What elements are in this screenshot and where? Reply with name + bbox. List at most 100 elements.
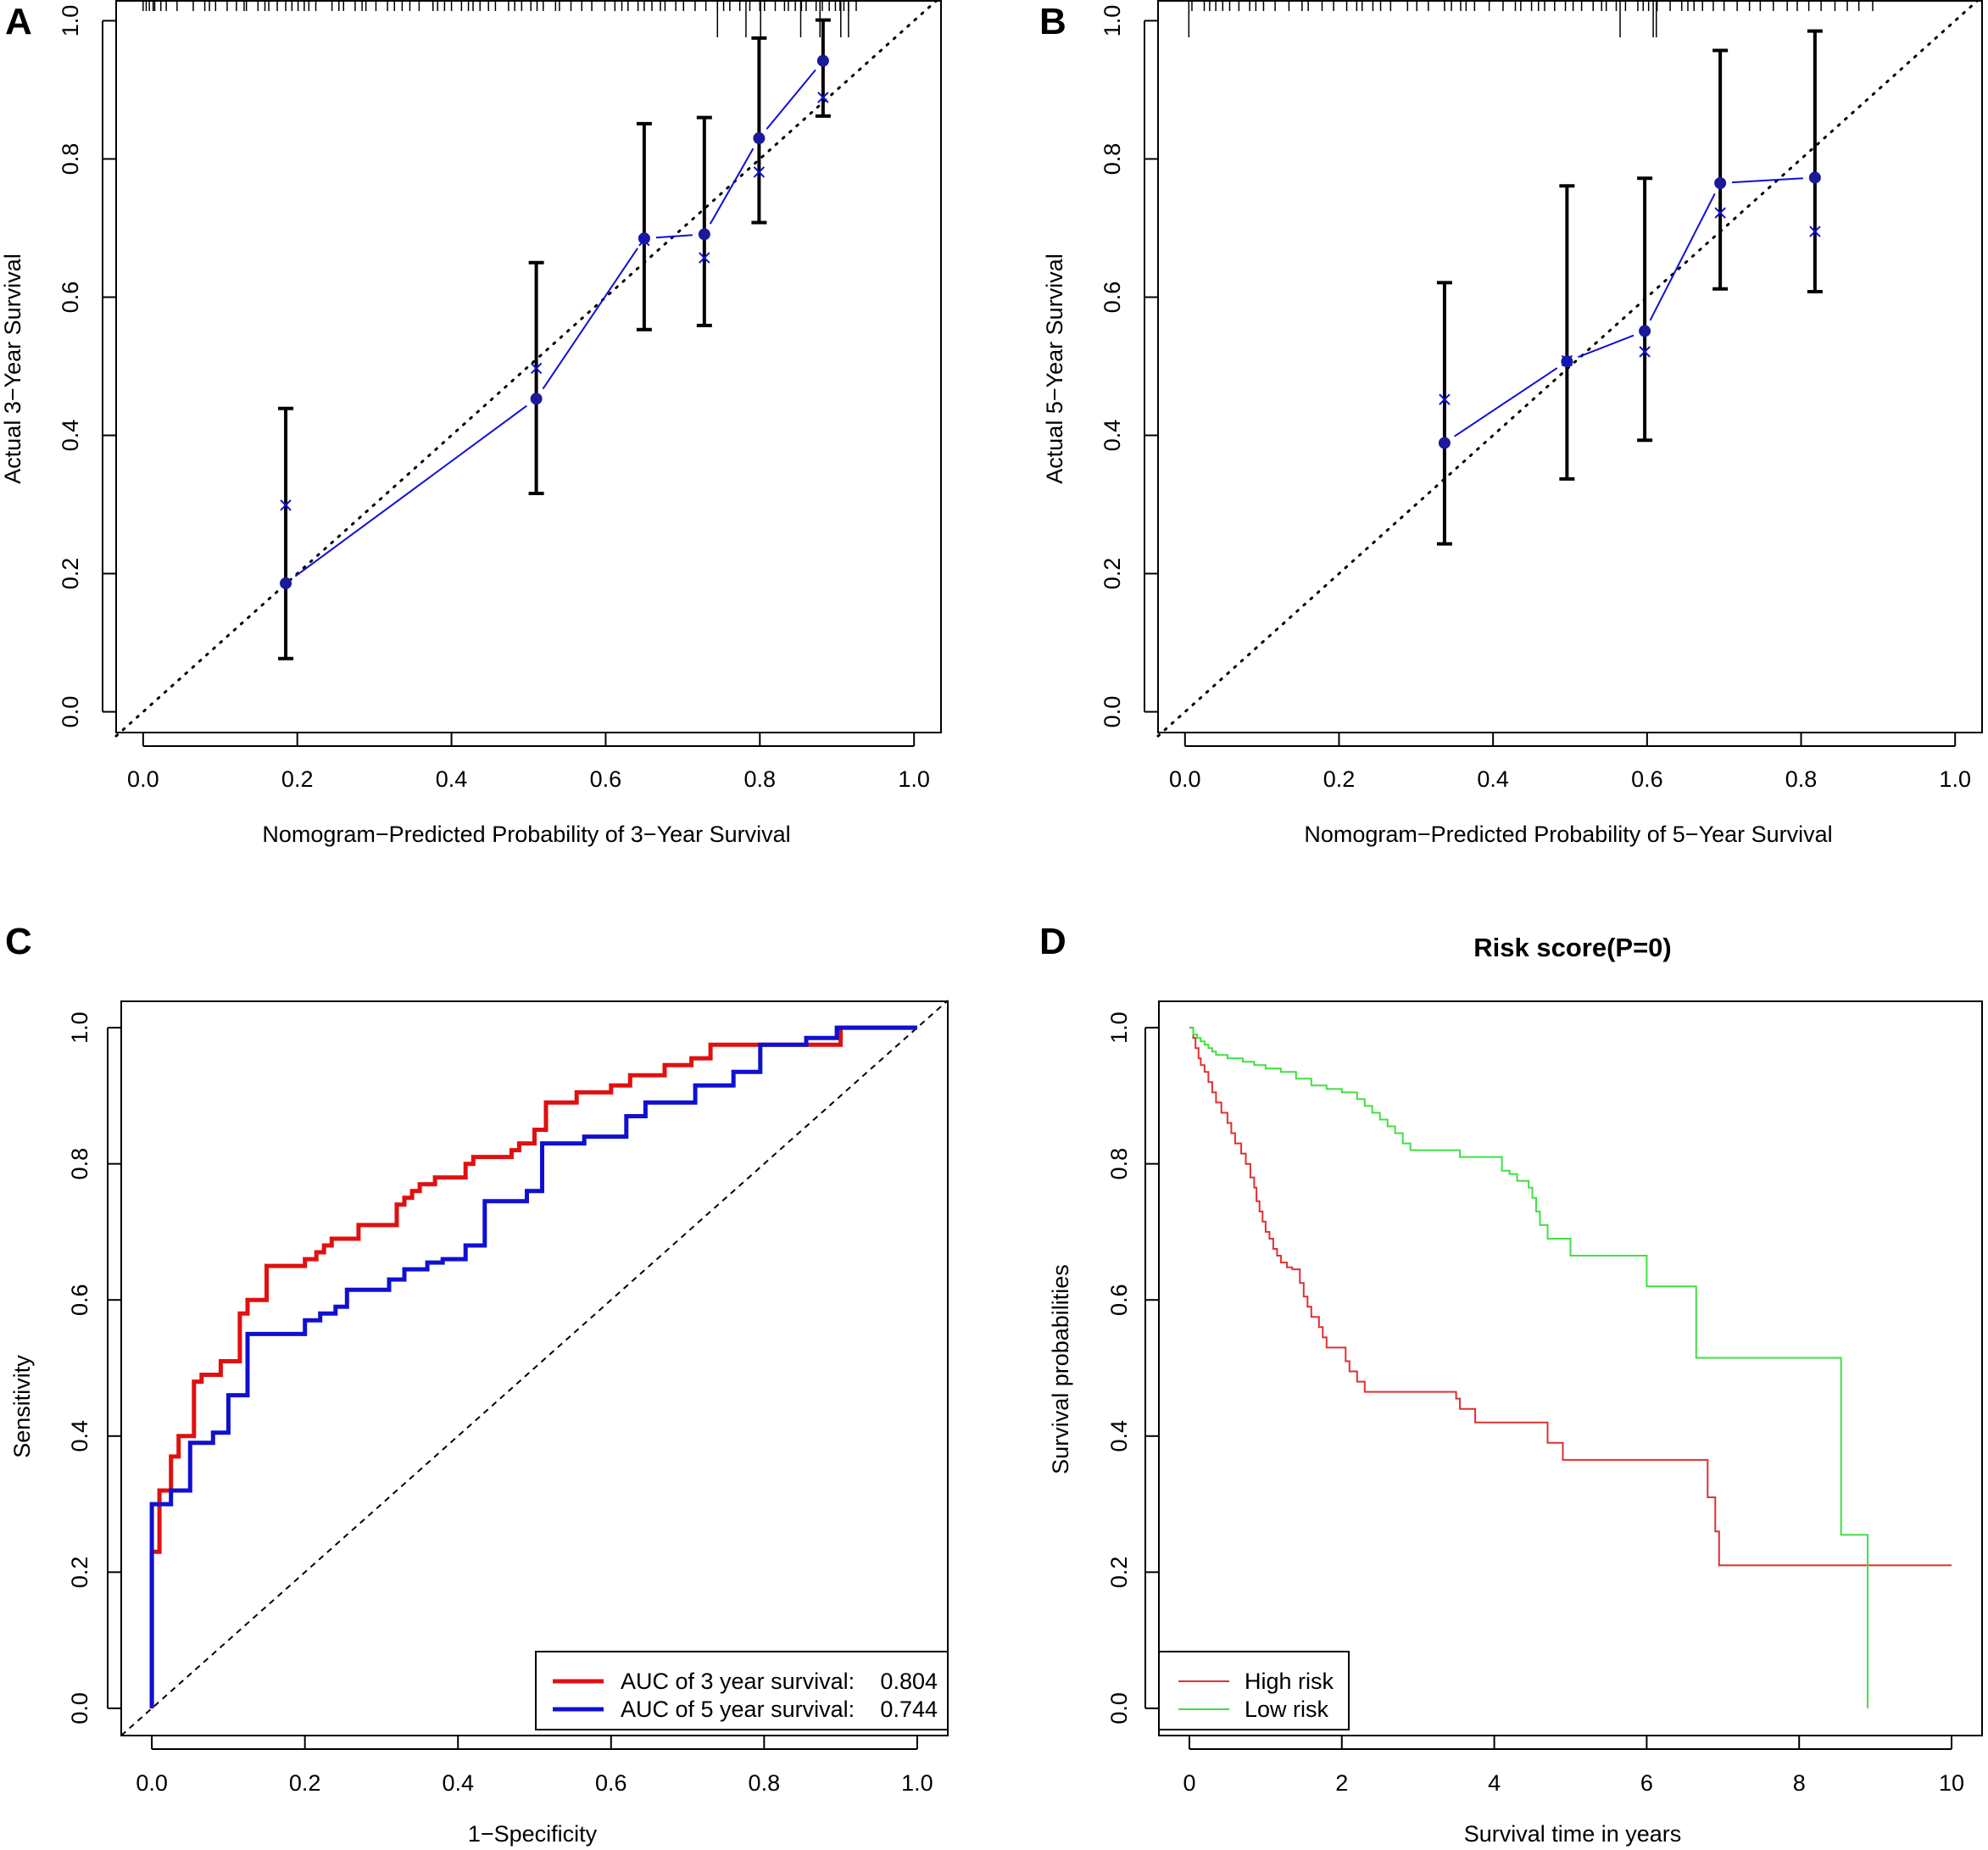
- y-tick-label: 0.2: [67, 1557, 92, 1589]
- x-tick-label: 0: [1183, 1770, 1195, 1796]
- x-tick-label: 1.0: [1939, 766, 1971, 792]
- y-tick-label: 0.0: [1106, 1692, 1132, 1725]
- bias-corrected-marker: [1714, 207, 1726, 219]
- calibration-3yr-plot: 0.0 0.2 0.4 0.6 0.8 1.0 0.0 0.2 0.4 0.6 0.8 1.0: [58, 0, 942, 792]
- bias-corrected-marker: [1561, 354, 1573, 367]
- x-tick-label: 1.0: [898, 766, 930, 792]
- calibration-5yr-plot: 0.0 0.2 0.4 0.6 0.8 1.0 0.0 0.2 0.4 0.6 0.8 1.0: [1100, 0, 1983, 792]
- observed-point: [280, 577, 292, 589]
- x-tick-label: 6: [1640, 1770, 1653, 1796]
- x-tick-label: 8: [1793, 1770, 1806, 1796]
- bias-corrected-marker: [530, 362, 543, 375]
- x-tick-label: 0.6: [1631, 766, 1663, 792]
- roc-curve-0.744: [149, 1025, 917, 1708]
- plot-frame: [120, 1000, 949, 1736]
- y-tick-label: 0.8: [58, 143, 83, 176]
- x-tick-label: 4: [1488, 1770, 1501, 1796]
- y-tick-label: 1.0: [1106, 1011, 1132, 1044]
- bias-corrected-marker: [280, 499, 292, 511]
- y-tick-label: 0.4: [1106, 1420, 1132, 1452]
- x-tick-label: 0.8: [744, 766, 777, 792]
- x-axis-title: 1−Specificity: [468, 1821, 598, 1847]
- calibration-line-segment: [1732, 177, 1803, 184]
- observed-point: [638, 232, 650, 245]
- x-tick-label: 0.6: [595, 1770, 627, 1796]
- x-tick-label: 0.2: [289, 1770, 321, 1796]
- y-axis-title: Survival probabilities: [1048, 1264, 1073, 1474]
- plot-frame: [115, 0, 942, 733]
- x-tick-label: 0.2: [281, 766, 314, 792]
- y-tick-label: 0.2: [1106, 1557, 1132, 1589]
- y-tick-label: 0.0: [58, 696, 83, 728]
- observed-point: [1714, 177, 1727, 189]
- x-tick-label: 2: [1335, 1770, 1348, 1796]
- calibration-line-segment: [655, 234, 693, 239]
- x-axis-title: Survival time in years: [1464, 1821, 1682, 1847]
- y-tick-label: 0.2: [1100, 558, 1125, 590]
- y-tick-label: 0.8: [1100, 143, 1125, 176]
- y-tick-label: 0.2: [58, 558, 83, 590]
- bias-corrected-marker: [699, 252, 710, 264]
- y-tick-label: 1.0: [67, 1011, 92, 1044]
- roc-curve-0.804: [149, 1025, 917, 1708]
- x-axis-title: Nomogram−Predicted Probability of 3−Year…: [262, 822, 790, 847]
- panel-letter-b: B: [1039, 1, 1066, 42]
- y-tick-label: 0.6: [1100, 281, 1125, 314]
- calibration-line-segment: [709, 148, 755, 225]
- plot-frame: [1158, 1000, 1983, 1736]
- bias-corrected-marker: [1809, 226, 1821, 237]
- legend-label-low-risk: Low risk: [1245, 1697, 1329, 1722]
- x-tick-label: 0.2: [1323, 766, 1356, 792]
- legend-box: [1158, 1651, 1350, 1730]
- x-tick-label: 0.0: [127, 766, 159, 792]
- x-tick-label: 1.0: [901, 1770, 933, 1796]
- calibration-5yr-panel: B 0.0 0.2 0.4 0.6 0.8 1.0 0.0 0.2 0.4 0.6 0.8 1.0 N…: [1039, 0, 1983, 847]
- legend-label-5yr: AUC of 5 year survival:: [621, 1697, 855, 1722]
- x-axis-title: Nomogram−Predicted Probability of 5−Year…: [1304, 822, 1832, 847]
- x-tick-label: 0.6: [590, 766, 622, 792]
- y-tick-label: 0.6: [1106, 1284, 1132, 1316]
- calibration-line-segment: [1454, 367, 1558, 437]
- observed-point: [1438, 437, 1451, 449]
- observed-point: [1808, 171, 1821, 184]
- x-tick-label: 0.4: [436, 766, 468, 792]
- y-axis-title: Actual 3−Year Survival: [0, 254, 25, 483]
- roc-plot: 0.0 0.2 0.4 0.6 0.8 1.0 0.0 0.2 0.4 0.6 0.8 1.0: [67, 1000, 949, 1796]
- y-tick-label: 1.0: [58, 5, 83, 37]
- km-curve-high-risk: [1189, 1027, 1952, 1567]
- x-tick-label: 10: [1939, 1770, 1964, 1796]
- legend-box: [535, 1651, 949, 1730]
- legend: AUC of 3 year survival: 0.804 AUC of 5 y…: [535, 1651, 949, 1730]
- roc-panel: C 0.0 0.2 0.4 0.6 0.8 1.0 0.0 0.2 0.4 0.6 0.8 1.0 1…: [5, 921, 949, 1847]
- y-tick-label: 0.4: [58, 420, 83, 452]
- calibration-line-segment: [542, 248, 638, 390]
- chance-diagonal: [120, 1000, 949, 1736]
- survival-panel: D Risk score(P=0) 0 2 4 6 8 10 0.0 0.2 0.4 0.6 0.8…: [1039, 921, 1983, 1847]
- y-tick-label: 0.0: [1100, 696, 1125, 728]
- x-tick-label: 0.4: [1477, 766, 1509, 792]
- legend-auc-5yr: 0.744: [880, 1697, 938, 1722]
- legend: High risk Low risk: [1158, 1651, 1350, 1730]
- ideal-diagonal: [114, 0, 939, 738]
- bias-corrected-marker: [1439, 393, 1451, 405]
- x-tick-label: 0.8: [1785, 766, 1818, 792]
- calibration-line-segment: [294, 404, 527, 577]
- survival-plot: 0 2 4 6 8 10 0.0 0.2 0.4 0.6 0.8 1.0: [1106, 1000, 1983, 1796]
- plot-title: Risk score(P=0): [1473, 933, 1671, 962]
- bias-corrected-marker: [638, 234, 650, 247]
- y-tick-label: 0.6: [67, 1284, 92, 1316]
- calibration-line-segment: [1578, 334, 1634, 359]
- km-curve-low-risk: [1189, 1027, 1869, 1708]
- legend-label-3yr: AUC of 3 year survival:: [621, 1669, 855, 1694]
- y-tick-label: 1.0: [1100, 5, 1125, 37]
- observed-point: [530, 393, 543, 405]
- observed-point: [698, 228, 710, 241]
- bias-corrected-marker: [1639, 346, 1651, 358]
- x-tick-label: 0.8: [749, 1770, 781, 1796]
- legend-auc-3yr: 0.804: [880, 1669, 938, 1694]
- legend-label-high-risk: High risk: [1245, 1669, 1334, 1694]
- y-tick-label: 0.0: [67, 1692, 92, 1725]
- panel-letter-d: D: [1039, 921, 1066, 962]
- y-tick-label: 0.8: [1106, 1148, 1132, 1180]
